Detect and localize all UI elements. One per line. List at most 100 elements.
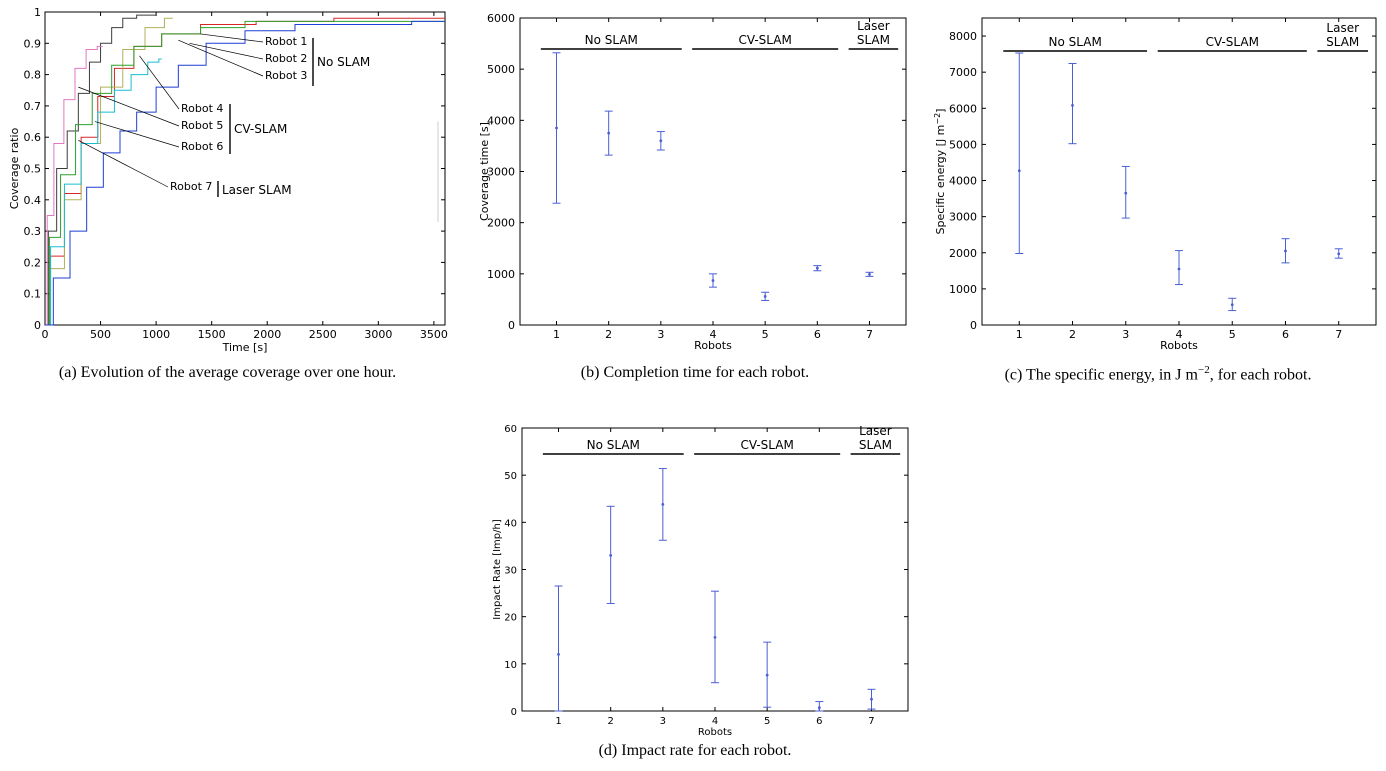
group-label: Laser — [1326, 21, 1359, 35]
group-label: SLAM — [1326, 35, 1359, 49]
y-axis-label: Coverage ratio — [8, 127, 21, 209]
y-tick-label: 10 — [504, 660, 517, 671]
y-tick-label: 0.2 — [24, 256, 42, 269]
series-line-robot-1 — [45, 14, 157, 326]
leader-line — [94, 121, 180, 148]
x-tick-label: 500 — [90, 328, 111, 341]
y-tick-label: 0.3 — [24, 225, 42, 238]
y-tick-label: 0.6 — [24, 131, 42, 144]
series-line-robot-3 — [45, 17, 173, 326]
x-tick-label: 5 — [762, 328, 769, 341]
y-tick-label: 0.9 — [24, 37, 42, 50]
x-tick-label: 5 — [1229, 328, 1236, 341]
x-tick-label: 3 — [660, 716, 666, 727]
y-tick-label: 5000 — [949, 138, 977, 151]
x-tick-label: 2 — [607, 716, 613, 727]
series-label-robot-7: Robot 7 — [170, 180, 212, 193]
caption-c-sup: −2 — [1197, 364, 1210, 376]
y-tick-label: 0.1 — [24, 288, 42, 301]
x-tick-label: 7 — [868, 716, 874, 727]
series-line-robot-7 — [45, 20, 445, 326]
x-tick-label: 5 — [764, 716, 770, 727]
data-point-robot-2 — [607, 131, 611, 135]
group-label: Laser — [857, 19, 890, 33]
x-tick-label: 0 — [42, 328, 49, 341]
group-label: SLAM — [857, 33, 890, 47]
x-tick-label: 4 — [712, 716, 718, 727]
series-line-robot-5 — [45, 45, 103, 326]
y-tick-label: 0 — [970, 319, 977, 332]
x-tick-label: 6 — [816, 716, 822, 727]
y-tick-label: 7000 — [949, 66, 977, 79]
plot-frame — [44, 11, 446, 326]
y-tick-label: 40 — [504, 518, 517, 529]
coverage-time-chart: 0 1000 2000 3000 4000 5000 6000 1 2 3 4 5 6 7 Robots Co… — [478, 12, 907, 352]
x-tick-label: 3000 — [364, 328, 392, 341]
x-axis-label: Robots — [694, 339, 732, 352]
series-label-robot-3: Robot 3 — [265, 69, 307, 82]
group-label: CV-SLAM — [1206, 35, 1259, 49]
specific-energy-chart: 0 1000 2000 3000 4000 5000 6000 7000 8000 1 2 3 4 5 6 7… — [933, 17, 1377, 352]
y-axis-label: Impact Rate [Imp/h] — [492, 519, 503, 620]
y-tick-label: 0.7 — [24, 100, 42, 113]
data-point-robot-4 — [1177, 267, 1181, 271]
data-point-robot-1 — [555, 126, 558, 130]
data-point-robot-1 — [557, 653, 560, 656]
data-point-robot-7 — [870, 697, 873, 701]
x-tick-label: 7 — [1335, 328, 1342, 341]
x-tick-label: 2 — [605, 328, 612, 341]
group-label: Laser — [859, 424, 892, 438]
y-tick-label: 30 — [504, 566, 517, 577]
series-label-robot-2: Robot 2 — [265, 52, 307, 65]
series-line-robot-2 — [45, 17, 445, 326]
x-tick-label: 2 — [1069, 328, 1076, 341]
y-tick-label: 3000 — [487, 166, 515, 179]
y-tick-label: 0.8 — [24, 69, 42, 82]
series-line-robot-4 — [45, 20, 445, 326]
y-tick-label: 20 — [504, 613, 517, 624]
x-axis-label: Robots — [698, 727, 732, 738]
data-point-robot-3 — [659, 139, 663, 143]
x-tick-label: 7 — [866, 328, 873, 341]
x-axis-label: Robots — [1160, 339, 1198, 352]
group-label: No SLAM — [585, 33, 638, 47]
y-tick-label: 0.4 — [24, 194, 42, 207]
y-tick-label: 0 — [34, 319, 41, 332]
x-tick-label: 1000 — [142, 328, 170, 341]
x-tick-label: 1500 — [198, 328, 226, 341]
series-label-robot-5: Robot 5 — [181, 119, 223, 132]
y-tick-label: 1000 — [949, 283, 977, 296]
group-label: No SLAM — [587, 438, 640, 452]
data-point-robot-6 — [815, 266, 819, 270]
y-tick-label: 3000 — [949, 211, 977, 224]
group-label: CV-SLAM — [738, 33, 791, 47]
series-label-robot-1: Robot 1 — [265, 35, 307, 48]
y-tick-label: 0 — [508, 319, 515, 332]
series-line-robot-6 — [45, 58, 162, 326]
data-point-robot-6 — [1284, 249, 1287, 253]
data-point-robot-6 — [817, 706, 821, 710]
y-tick-label: 0.5 — [24, 163, 42, 176]
x-tick-label: 4 — [710, 328, 717, 341]
group-label: No SLAM — [317, 55, 370, 69]
series-label-robot-6: Robot 6 — [181, 140, 223, 153]
y-tick-label: 1000 — [487, 268, 515, 281]
x-axis-label: Time [s] — [222, 341, 268, 354]
caption-b: (b) Completion time for each robot. — [580, 364, 810, 381]
x-tick-label: 1 — [555, 716, 561, 727]
data-point-robot-1 — [1017, 169, 1021, 173]
data-point-robot-2 — [609, 553, 613, 557]
leader-line — [78, 140, 169, 188]
caption-d: (d) Impact rate for each robot. — [598, 742, 792, 759]
data-point-robot-4 — [711, 279, 715, 282]
y-axis-label: Specific energy [J m−2] — [933, 109, 947, 235]
y-tick-label: 2000 — [487, 217, 515, 230]
data-point-robot-7 — [868, 272, 871, 276]
caption-c-end: , for each robot. — [1209, 366, 1312, 384]
coverage-ratio-chart: 0 0.1 0.2 0.3 0.4 0.5 0.6 0.7 0.8 0.9 1 0 500 1000 150… — [8, 6, 448, 354]
y-axis-label: Coverage time [s] — [478, 122, 491, 221]
group-label: CV-SLAM — [740, 438, 793, 452]
y-tick-label: 4000 — [487, 114, 515, 127]
x-tick-label: 6 — [814, 328, 821, 341]
series-label-robot-4: Robot 4 — [181, 102, 223, 115]
